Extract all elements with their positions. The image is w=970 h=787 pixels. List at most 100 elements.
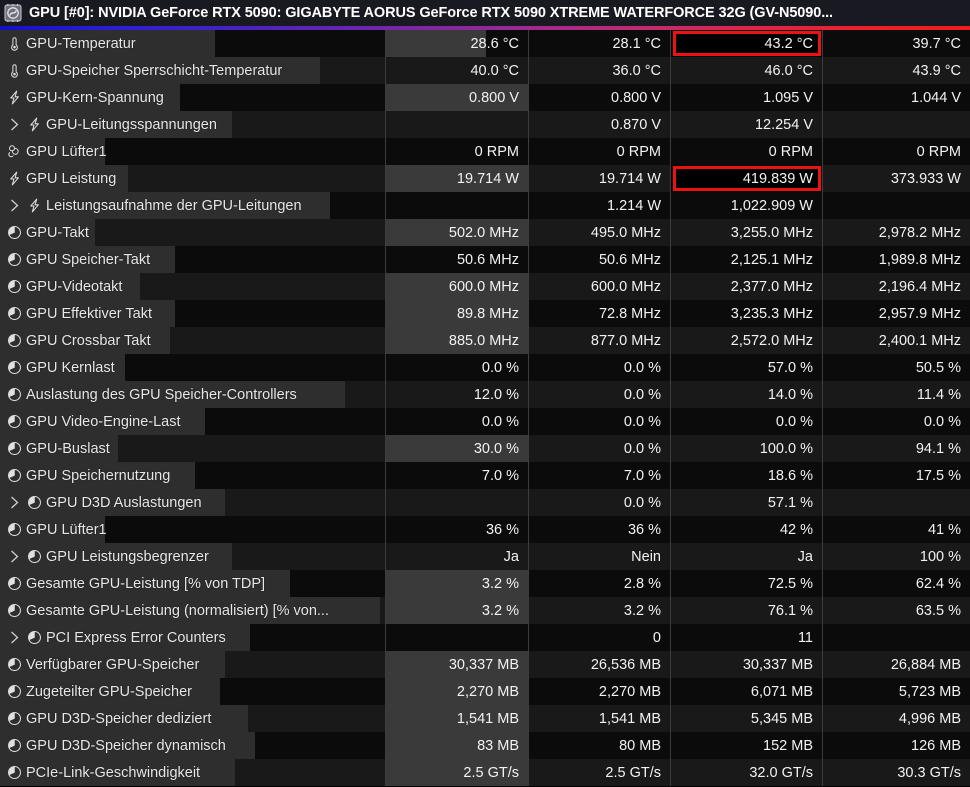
sensor-value-cell[interactable]: 2,270 MB	[528, 678, 670, 705]
table-row[interactable]: GPU-Temperatur 28.6 °C 28.1 °C 43.2 °C 39.7 …	[0, 30, 970, 57]
chevron-right-icon[interactable]	[8, 198, 21, 213]
sensor-name-cell[interactable]: GPU-Takt	[0, 219, 385, 246]
sensor-value-cell[interactable]: 72.8 MHz	[528, 300, 670, 327]
sensor-value-cell[interactable]: 36 %	[528, 516, 670, 543]
sensor-value-cell[interactable]: 36.0 °C	[528, 57, 670, 84]
table-row[interactable]: GPU Effektiver Takt 89.8 MHz 72.8 MHz 3,235…	[0, 300, 970, 327]
table-row[interactable]: PCIe-Link-Geschwindigkeit 2.5 GT/s 2.5 GT/…	[0, 759, 970, 786]
sensor-value-cell[interactable]	[822, 489, 970, 516]
table-row[interactable]: GPU D3D-Speicher dediziert 1,541 MB 1,541 …	[0, 705, 970, 732]
sensor-name-cell[interactable]: GPU Crossbar Takt	[0, 327, 385, 354]
expand-toggle[interactable]	[4, 198, 24, 213]
sensor-value-cell[interactable]: 57.1 %	[670, 489, 822, 516]
sensor-value-cell[interactable]: 0.0 %	[528, 489, 670, 516]
table-row[interactable]: GPU-Kern-Spannung 0.800 V 0.800 V 1.095 V 1.…	[0, 84, 970, 111]
sensor-value-cell[interactable]: 600.0 MHz	[385, 273, 528, 300]
sensor-value-cell[interactable]: 1.214 W	[528, 192, 670, 219]
sensor-value-cell[interactable]: Nein	[528, 543, 670, 570]
table-row[interactable]: Auslastung des GPU Speicher-Controllers 1…	[0, 381, 970, 408]
table-row[interactable]: GPU Video-Engine-Last 0.0 % 0.0 % 0.0 % 0.0 …	[0, 408, 970, 435]
table-row[interactable]: GPU Leistung 19.714 W 19.714 W 419.839 W 373…	[0, 165, 970, 192]
sensor-name-cell[interactable]: PCI Express Error Counters	[0, 624, 385, 651]
sensor-value-cell[interactable]	[385, 111, 528, 138]
sensor-value-cell[interactable]: 0.870 V	[528, 111, 670, 138]
sensor-value-cell[interactable]: 28.6 °C	[385, 30, 528, 57]
sensor-value-cell[interactable]: 2,377.0 MHz	[670, 273, 822, 300]
sensor-value-cell[interactable]: 83 MB	[385, 732, 528, 759]
sensor-value-cell[interactable]: 36 %	[385, 516, 528, 543]
sensor-value-cell[interactable]: 3,235.3 MHz	[670, 300, 822, 327]
sensor-value-cell[interactable]: 46.0 °C	[670, 57, 822, 84]
table-row[interactable]: GPU Kernlast 0.0 % 0.0 % 57.0 % 50.5 %	[0, 354, 970, 381]
table-row[interactable]: GPU Lüfter1 0 RPM 0 RPM 0 RPM 0 RPM	[0, 138, 970, 165]
sensor-value-cell[interactable]: 63.5 %	[822, 597, 970, 624]
expand-toggle[interactable]	[4, 630, 24, 645]
table-row[interactable]: Zugeteilter GPU-Speicher 2,270 MB 2,270 MB…	[0, 678, 970, 705]
sensor-value-cell[interactable]: 11	[670, 624, 822, 651]
sensor-value-cell[interactable]: 50.6 MHz	[385, 246, 528, 273]
table-row[interactable]: Leistungsaufnahme der GPU-Leitungen 1.214…	[0, 192, 970, 219]
sensor-value-cell[interactable]: 0 RPM	[385, 138, 528, 165]
table-row[interactable]: GPU-Buslast 30.0 % 0.0 % 100.0 % 94.1 %	[0, 435, 970, 462]
sensor-value-cell[interactable]: 2,400.1 MHz	[822, 327, 970, 354]
sensor-value-cell[interactable]: 0.800 V	[528, 84, 670, 111]
sensor-value-cell[interactable]: 2,978.2 MHz	[822, 219, 970, 246]
sensor-value-cell[interactable]: 2,572.0 MHz	[670, 327, 822, 354]
sensor-name-cell[interactable]: GPU Leistung	[0, 165, 385, 192]
sensor-value-cell[interactable]: 373.933 W	[822, 165, 970, 192]
sensor-name-cell[interactable]: GPU D3D Auslastungen	[0, 489, 385, 516]
sensor-value-cell[interactable]: 2.5 GT/s	[385, 759, 528, 786]
sensor-name-cell[interactable]: Leistungsaufnahme der GPU-Leitungen	[0, 192, 385, 219]
sensor-name-cell[interactable]: GPU-Videotakt	[0, 273, 385, 300]
sensor-value-cell[interactable]: 4,996 MB	[822, 705, 970, 732]
sensor-value-cell[interactable]: 2.5 GT/s	[528, 759, 670, 786]
sensor-name-cell[interactable]: PCIe-Link-Geschwindigkeit	[0, 759, 385, 786]
sensor-value-cell[interactable]: 0 RPM	[528, 138, 670, 165]
sensor-value-cell[interactable]: 0.0 %	[385, 354, 528, 381]
sensor-value-cell[interactable]: 19.714 W	[528, 165, 670, 192]
sensor-name-cell[interactable]: GPU Leistungsbegrenzer	[0, 543, 385, 570]
sensor-value-cell[interactable]: 11.4 %	[822, 381, 970, 408]
sensor-value-cell[interactable]: 5,345 MB	[670, 705, 822, 732]
sensor-value-cell[interactable]: 3.2 %	[385, 570, 528, 597]
sensor-name-cell[interactable]: Auslastung des GPU Speicher-Controllers	[0, 381, 385, 408]
sensor-value-cell[interactable]: 2,196.4 MHz	[822, 273, 970, 300]
sensor-value-cell[interactable]: 42 %	[670, 516, 822, 543]
sensor-value-cell[interactable]	[385, 489, 528, 516]
sensor-value-cell[interactable]	[385, 192, 528, 219]
table-row[interactable]: GPU D3D-Speicher dynamisch 83 MB 80 MB 152 …	[0, 732, 970, 759]
sensor-value-cell[interactable]: 89.8 MHz	[385, 300, 528, 327]
sensor-value-cell[interactable]: 12.0 %	[385, 381, 528, 408]
sensor-value-cell[interactable]: 1,541 MB	[385, 705, 528, 732]
sensor-name-cell[interactable]: GPU-Buslast	[0, 435, 385, 462]
sensor-value-cell[interactable]: 0.800 V	[385, 84, 528, 111]
sensor-name-cell[interactable]: GPU Effektiver Takt	[0, 300, 385, 327]
sensor-value-cell[interactable]: 0.0 %	[670, 408, 822, 435]
sensor-value-cell[interactable]: 5,723 MB	[822, 678, 970, 705]
sensor-value-cell[interactable]: 14.0 %	[670, 381, 822, 408]
sensor-value-cell[interactable]: 0	[528, 624, 670, 651]
sensor-value-cell[interactable]: 1.044 V	[822, 84, 970, 111]
sensor-value-cell[interactable]: 94.1 %	[822, 435, 970, 462]
sensor-value-cell[interactable]: 0 RPM	[822, 138, 970, 165]
sensor-name-cell[interactable]: GPU Speichernutzung	[0, 462, 385, 489]
sensor-value-cell[interactable]: 19.714 W	[385, 165, 528, 192]
sensor-name-cell[interactable]: Zugeteilter GPU-Speicher	[0, 678, 385, 705]
sensor-value-cell[interactable]: 26,536 MB	[528, 651, 670, 678]
table-row[interactable]: GPU Crossbar Takt 885.0 MHz 877.0 MHz 2,572…	[0, 327, 970, 354]
sensor-value-cell[interactable]	[385, 624, 528, 651]
sensor-value-cell[interactable]: 7.0 %	[528, 462, 670, 489]
sensor-value-cell[interactable]: 100 %	[822, 543, 970, 570]
sensor-value-cell[interactable]: Ja	[670, 543, 822, 570]
expand-toggle[interactable]	[4, 117, 24, 132]
sensor-name-cell[interactable]: Verfügbarer GPU-Speicher	[0, 651, 385, 678]
sensor-value-cell[interactable]: 26,884 MB	[822, 651, 970, 678]
sensor-value-cell[interactable]: 32.0 GT/s	[670, 759, 822, 786]
sensor-name-cell[interactable]: GPU Video-Engine-Last	[0, 408, 385, 435]
sensor-value-cell[interactable]	[822, 111, 970, 138]
sensor-value-cell[interactable]: 18.6 %	[670, 462, 822, 489]
sensor-value-cell[interactable]: 57.0 %	[670, 354, 822, 381]
sensor-value-cell[interactable]: 17.5 %	[822, 462, 970, 489]
sensor-value-cell[interactable]: 62.4 %	[822, 570, 970, 597]
window-title-bar[interactable]: GPU [#0]: NVIDIA GeForce RTX 5090: GIGAB…	[0, 0, 970, 26]
